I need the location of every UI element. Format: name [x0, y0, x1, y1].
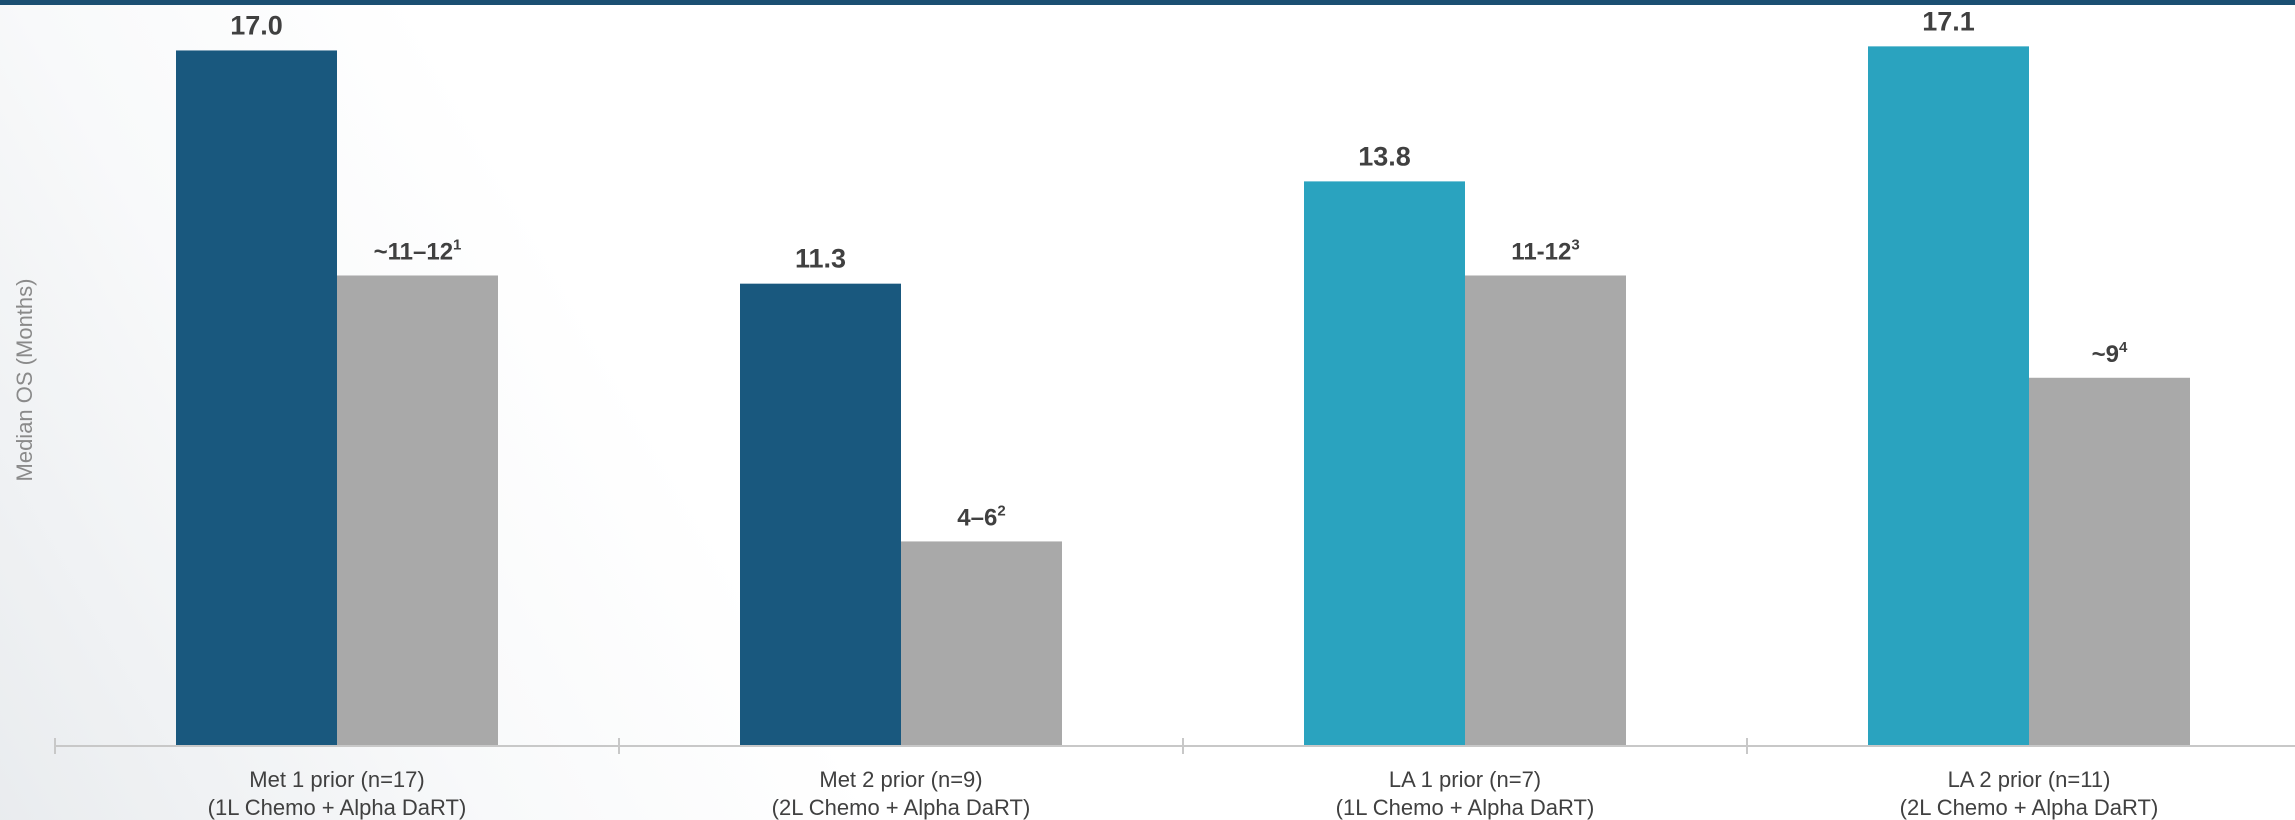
category-label-line1-2: Met 2 prior (n=9) [819, 767, 982, 792]
value-label-series2-2: 4–62 [957, 502, 1005, 531]
bar-series1-3 [1304, 181, 1465, 746]
category-label-line1-4: LA 2 prior (n=11) [1948, 767, 2111, 792]
value-label-series1-4: 17.1 [1922, 6, 1975, 36]
bar-series1-4 [1868, 46, 2029, 746]
value-label-series1-2: 11.3 [795, 244, 846, 274]
bar-series2-2 [901, 541, 1062, 746]
category-labels: Met 1 prior (n=17) (1L Chemo + Alpha DaRT… [208, 767, 2159, 820]
category-label-line2-4: (2L Chemo + Alpha DaRT) [1900, 795, 2159, 820]
value-label-series1-3: 13.8 [1358, 141, 1411, 171]
category-label-line1-1: Met 1 prior (n=17) [249, 767, 424, 792]
value-label-series1-1: 17.0 [230, 10, 283, 40]
category-label-line2-2: (2L Chemo + Alpha DaRT) [772, 795, 1031, 820]
bar-series2-1 [337, 275, 498, 746]
x-axis [54, 738, 2295, 754]
y-axis-label: Median OS (Months) [12, 279, 37, 482]
bar-series2-3 [1465, 275, 1626, 746]
bar-series1-2 [740, 283, 901, 746]
bar-series1-1 [176, 50, 337, 746]
bars-layer [176, 46, 2190, 746]
value-label-series2-3: 11-123 [1511, 236, 1579, 265]
category-label-line2-1: (1L Chemo + Alpha DaRT) [208, 795, 467, 820]
value-label-series2-4: ~94 [2092, 339, 2128, 368]
category-label-line1-3: LA 1 prior (n=7) [1389, 767, 1541, 792]
value-labels-layer: 17.0 ~11–121 11.3 4–62 13.8 11-123 17.1 ~94 [230, 6, 2128, 531]
category-label-line2-3: (1L Chemo + Alpha DaRT) [1336, 795, 1595, 820]
value-label-series2-1: ~11–121 [374, 236, 462, 265]
top-accent-bar [0, 0, 2295, 5]
bar-series2-4 [2029, 377, 2190, 746]
